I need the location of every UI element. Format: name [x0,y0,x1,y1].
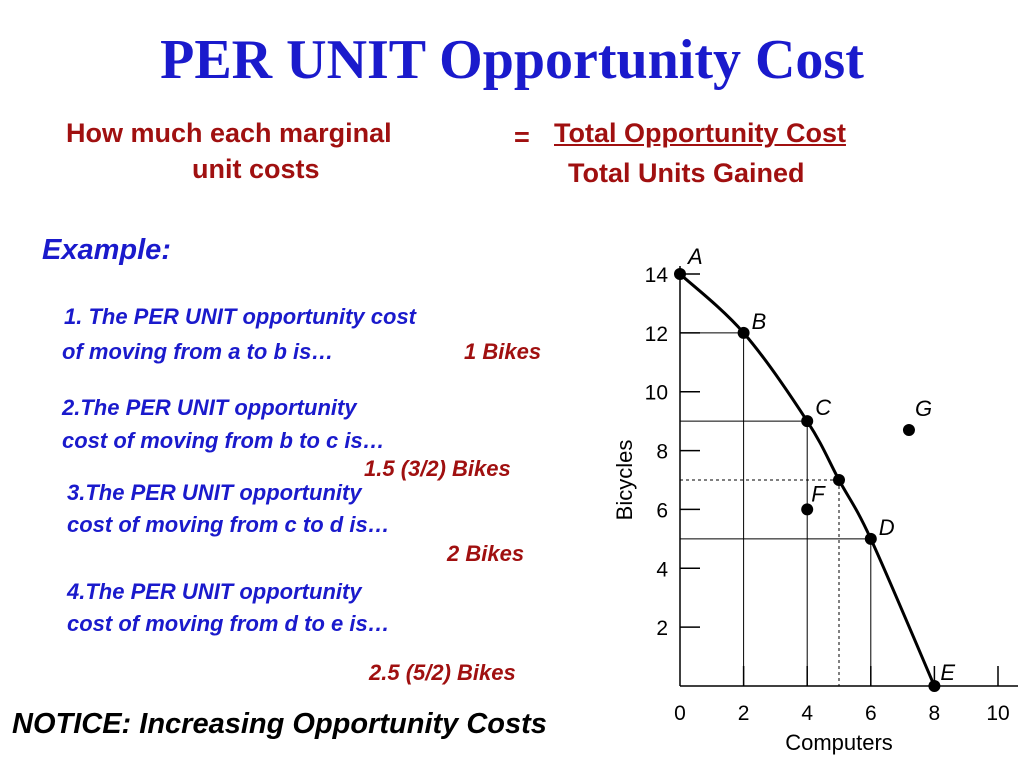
x-tick-label-2: 4 [801,702,813,725]
point-label-F: F [811,481,826,506]
item-3-line1: 3.The PER UNIT opportunity [67,480,362,505]
y-tick-label-2: 6 [656,499,668,522]
y-tick-label-0: 2 [656,617,668,640]
item-1-line1: 1. The PER UNIT opportunity cost [64,304,417,329]
example-label: Example: [42,234,171,266]
y-tick-label-5: 12 [645,323,668,346]
item-3-answer: 2 Bikes [447,541,525,566]
point-label-D: D [879,515,895,540]
curve-point-E [928,680,941,692]
definition-left-line2: unit costs [192,154,320,184]
item-4-line1: 4.The PER UNIT opportunity [67,579,362,604]
y-tick-label-3: 8 [656,441,668,464]
item-2-answer: 1.5 (3/2) Bikes [364,456,511,481]
item-4-answer: 2.5 (5/2) Bikes [369,660,516,685]
page-title: PER UNIT Opportunity Cost [160,29,864,91]
y-axis-title: Bicycles [612,440,637,521]
item-2-line1: 2.The PER UNIT opportunity [62,395,357,420]
other-point-G [902,423,915,436]
definition-denominator: Total Units Gained [568,158,805,188]
ppf-curve [678,272,936,687]
item-1-answer: 1 Bikes [464,339,542,364]
curve-point-A [674,268,686,280]
item-3-line2: cost of moving from c to d is… [67,512,390,537]
point-label-C: C [815,395,831,420]
ppf-curve-layer [678,272,936,687]
point-label-G: G [915,396,932,421]
y-tick-label-6: 14 [645,264,669,287]
y-tick-label-4: 10 [645,382,668,405]
item-1-line2: of moving from a to b is… [62,339,334,364]
point-label-A: A [686,244,703,269]
y-tick-label-1: 4 [656,558,668,581]
ppf-chart: 2 4 6 8 10 12 14 0 2 4 6 8 10 A B C D E F G Computers Bicyc… [612,244,1018,755]
x-tick-label-1: 2 [738,702,750,725]
x-tick-label-0: 0 [674,702,686,725]
curve-point-D [864,532,877,545]
curve-point-C [801,415,814,428]
point-label-E: E [940,660,955,685]
x-tick-label-4: 8 [929,702,941,725]
axes [679,266,1018,687]
curve-point-B [737,326,750,339]
item-2-line2: cost of moving from b to c is… [62,428,385,453]
x-axis-title: Computers [785,730,893,755]
points-layer [674,268,941,692]
item-4-line2: cost of moving from d to e is… [67,611,390,636]
point-label-B: B [752,309,767,334]
definition-equals: = [514,122,530,152]
x-tick-label-5: 10 [986,702,1009,725]
x-tick-label-3: 6 [865,702,877,725]
notice-text: NOTICE: Increasing Opportunity Costs [12,708,547,740]
definition-left-line1: How much each marginal [66,118,392,148]
guide-lines [680,332,872,686]
definition-numerator: Total Opportunity Cost [554,118,846,148]
curve-point-3 [833,474,845,486]
other-point-F [801,503,814,516]
tick-labels: 2 4 6 8 10 12 14 0 2 4 6 8 10 A B C D E F G [645,244,1010,725]
